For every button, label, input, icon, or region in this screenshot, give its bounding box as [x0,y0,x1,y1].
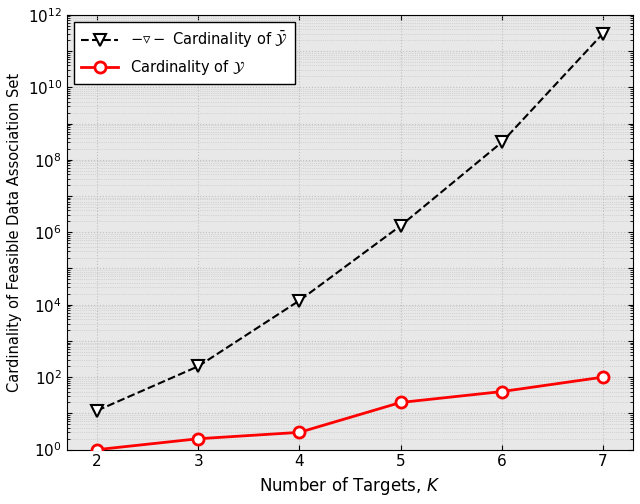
Line: $-\triangledown-$ Cardinality of $\bar{\mathcal{Y}}$: $-\triangledown-$ Cardinality of $\bar{\… [91,28,609,417]
Cardinality of $\mathcal{Y}$ [93,447,101,453]
$-\triangledown-$ Cardinality of $\bar{\mathcal{Y}}$ [296,297,303,303]
$-\triangledown-$ Cardinality of $\bar{\mathcal{Y}}$ [195,363,202,369]
X-axis label: Number of Targets, $K$: Number of Targets, $K$ [259,475,440,497]
Cardinality of $\mathcal{Y}$ [498,389,506,395]
$-\triangledown-$ Cardinality of $\bar{\mathcal{Y}}$ [93,408,101,414]
Cardinality of $\mathcal{Y}$ [397,400,404,406]
Legend: $-\triangledown-$ Cardinality of $\bar{\mathcal{Y}}$, Cardinality of $\mathcal{Y: $-\triangledown-$ Cardinality of $\bar{\… [74,22,295,84]
$-\triangledown-$ Cardinality of $\bar{\mathcal{Y}}$ [498,140,506,146]
Line: Cardinality of $\mathcal{Y}$: Cardinality of $\mathcal{Y}$ [92,371,608,455]
$-\triangledown-$ Cardinality of $\bar{\mathcal{Y}}$ [599,31,607,37]
Y-axis label: Cardinality of Feasible Data Association Set: Cardinality of Feasible Data Association… [7,73,22,392]
Cardinality of $\mathcal{Y}$ [599,374,607,380]
Cardinality of $\mathcal{Y}$ [296,429,303,435]
$-\triangledown-$ Cardinality of $\bar{\mathcal{Y}}$ [397,223,404,229]
Cardinality of $\mathcal{Y}$ [195,435,202,442]
